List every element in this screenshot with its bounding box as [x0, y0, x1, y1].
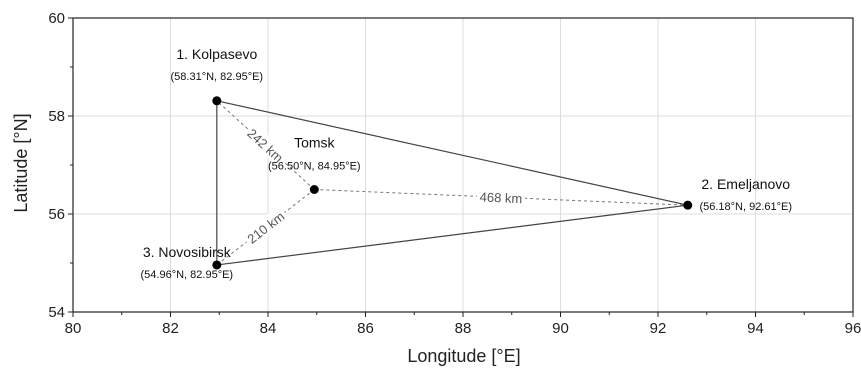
- grid: [72, 17, 854, 313]
- distance-label-bg: [476, 187, 526, 207]
- y-tick-label: 56: [48, 206, 65, 223]
- axes: 80 82 84 86 88 90 92 94 96 54 56 58 60: [48, 10, 861, 337]
- x-tick-label: 82: [162, 320, 179, 337]
- x-tick-label: 92: [650, 320, 667, 337]
- x-tick-label: 94: [747, 320, 764, 337]
- point-marker: [309, 185, 319, 194]
- x-tick-label: 88: [455, 320, 472, 337]
- x-tick-label: 96: [845, 320, 861, 337]
- distance-label-bg: [242, 122, 290, 168]
- y-tick-label: 60: [48, 10, 65, 27]
- point-marker: [212, 96, 222, 106]
- x-tick-label: 84: [260, 320, 277, 337]
- distance-label: 242 km: [244, 126, 286, 166]
- point-name-label: 2. Emeljanovo: [701, 176, 790, 192]
- point-coord-label: (56.18°N, 92.61°E): [699, 201, 792, 213]
- point-marker: [683, 200, 693, 210]
- points: 1. Kolpasevo (58.31°N, 82.95°E) 2. Emeljan…: [141, 46, 793, 281]
- point-name-label: Tomsk: [294, 135, 335, 151]
- point-coord-label: (56.50°N, 84.95°E): [268, 161, 361, 173]
- triangle-edge: [216, 204, 688, 266]
- triangle-edge: [216, 100, 688, 206]
- point-marker: [212, 260, 222, 270]
- y-tick-label: 54: [48, 304, 65, 321]
- point-coord-label: (54.96°N, 82.95°E): [141, 269, 234, 281]
- distance-line: [216, 100, 315, 190]
- distance-label: 468 km: [479, 189, 522, 206]
- x-tick-label: 80: [65, 320, 82, 337]
- x-axis-label: Longitude [°E]: [407, 346, 520, 366]
- point-coord-label: (58.31°N, 82.95°E): [171, 71, 264, 83]
- distance-label-bg: [241, 205, 290, 249]
- y-tick-label: 58: [48, 108, 65, 125]
- x-tick-label: 90: [552, 320, 569, 337]
- x-tick-label: 86: [357, 320, 374, 337]
- point-name-label: 1. Kolpasevo: [176, 46, 257, 62]
- point-name-label: 3. Novosibirsk: [143, 244, 232, 260]
- y-axis-label: Latitude [°N]: [11, 113, 31, 212]
